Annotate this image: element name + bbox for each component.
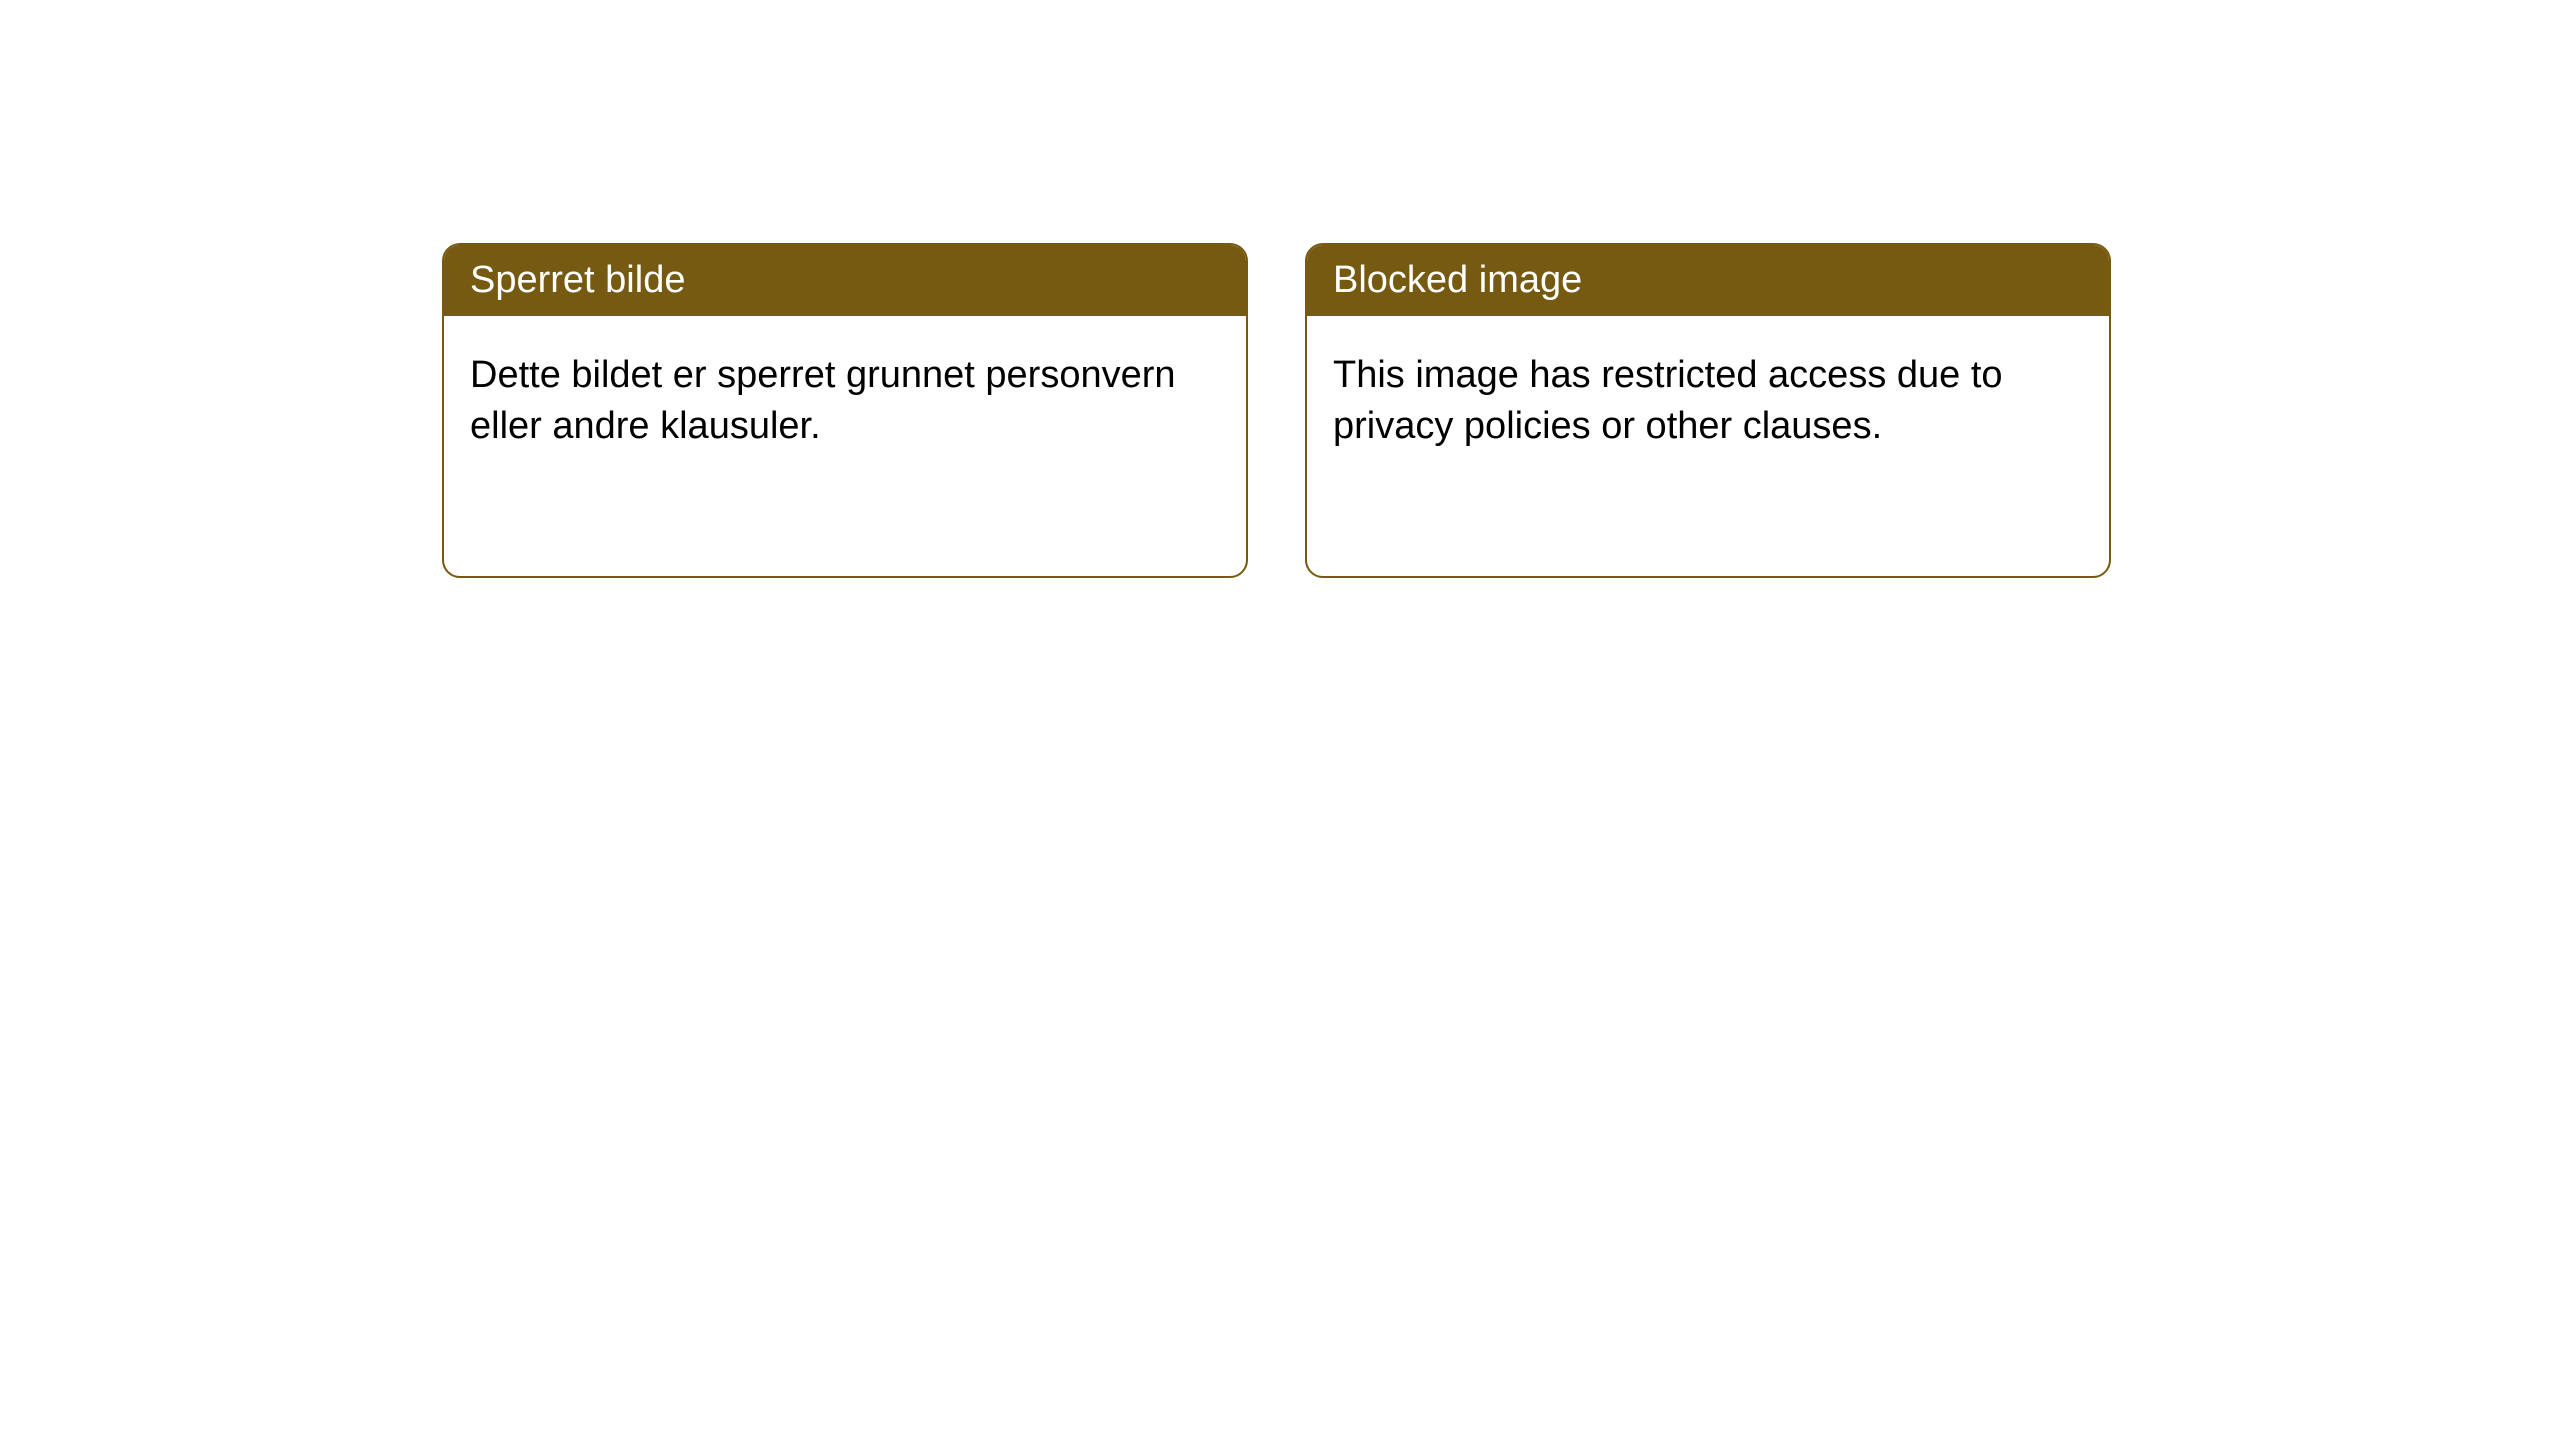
card-body: This image has restricted access due to … [1307, 316, 2109, 487]
card-body-text: This image has restricted access due to … [1333, 354, 2003, 447]
blocked-image-cards: Sperret bilde Dette bildet er sperret gr… [442, 243, 2560, 578]
card-body-text: Dette bildet er sperret grunnet personve… [470, 354, 1176, 447]
card-header: Blocked image [1307, 245, 2109, 316]
card-english: Blocked image This image has restricted … [1305, 243, 2111, 578]
card-body: Dette bildet er sperret grunnet personve… [444, 316, 1246, 487]
card-header: Sperret bilde [444, 245, 1246, 316]
card-norwegian: Sperret bilde Dette bildet er sperret gr… [442, 243, 1248, 578]
card-header-text: Blocked image [1333, 259, 1582, 301]
card-header-text: Sperret bilde [470, 259, 685, 301]
